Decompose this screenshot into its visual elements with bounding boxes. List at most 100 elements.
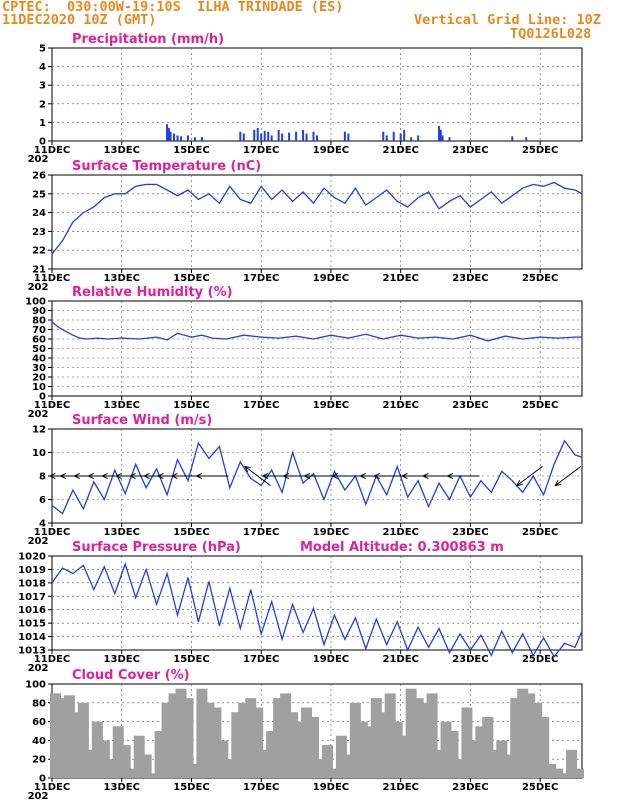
cloud-bar [440, 721, 452, 778]
panel-title: Surface Temperature (nC) [72, 159, 261, 174]
cloud-bar [328, 768, 340, 778]
x-tick-label: 21DEC [382, 782, 418, 793]
x-tick-label: 13DEC [104, 782, 140, 793]
cloud-bar [161, 702, 173, 778]
precip-bar [312, 131, 315, 141]
cloud-bar [112, 726, 124, 778]
cloud-bar [370, 698, 382, 778]
cloud-bar [503, 754, 515, 778]
x-tick-label: 19DEC [313, 145, 349, 156]
precip-bar [267, 131, 270, 141]
precip-bar [281, 133, 284, 141]
cloud-bar [182, 698, 194, 778]
x-tick-label: 13DEC [104, 527, 140, 538]
y-tick-label: 60 [32, 335, 46, 346]
cloud-bar [545, 763, 557, 778]
x-tick-label: 11DEC [34, 654, 70, 665]
x-tick-label: 23DEC [452, 400, 488, 411]
y-tick-label: 26 [32, 171, 46, 182]
cloud-bar [552, 768, 564, 778]
y-tick-label: 4 [39, 519, 46, 530]
cloud-bar [287, 712, 299, 778]
panel-title: Surface Pressure (hPa) [72, 540, 241, 555]
x-tick-label: 13DEC [104, 273, 140, 284]
panel-title: Relative Humidity (%) [72, 285, 233, 300]
plot-frame [51, 555, 583, 651]
cloud-bar [147, 773, 159, 778]
cloud-bar [412, 698, 424, 778]
wind-arrow-head [554, 480, 562, 487]
precip-bar [511, 136, 514, 141]
x-tick-label: 17DEC [243, 527, 279, 538]
precip-bar [399, 133, 402, 141]
y-tick-label: 22 [32, 246, 46, 257]
cloud-bar [573, 768, 585, 778]
precip-bar [167, 127, 170, 141]
x-tick-label: 23DEC [452, 527, 488, 538]
panel-surface-pressure: 1013 1014 1015 1016 1017 1018 1019 1020 11DEC 13D… [18, 540, 583, 674]
precip-bar [186, 135, 189, 141]
wind-arrow-head [421, 472, 429, 480]
series-line [51, 181, 583, 255]
x-tick-label: 11DEC [34, 400, 70, 411]
cloud-bar [210, 707, 222, 778]
y-tick-label: 90 [32, 306, 46, 317]
panel-title: Surface Wind (m/s) [72, 413, 212, 428]
y-tick-label: 0 [39, 392, 46, 403]
precip-bar [305, 133, 308, 141]
y-tick-label: 70 [32, 325, 46, 336]
x-tick-label: 25DEC [522, 654, 558, 665]
precip-bar [166, 124, 169, 141]
y-tick-label: 20 [32, 373, 46, 384]
year-label: 202 [28, 663, 49, 674]
y-tick-label: 1016 [18, 605, 46, 616]
precip-bar [242, 133, 245, 141]
cloud-bar [105, 759, 117, 778]
y-tick-label: 20 [32, 755, 46, 766]
precip-bar [193, 137, 196, 141]
y-tick-label: 1020 [18, 552, 46, 563]
wind-arrow-head [128, 472, 136, 480]
x-tick-label: 23DEC [452, 654, 488, 665]
x-tick-label: 11DEC [34, 273, 70, 284]
wind-arrow-head [115, 472, 122, 480]
x-tick-label: 25DEC [522, 527, 558, 538]
x-tick-label: 17DEC [243, 400, 279, 411]
wind-arrow-head [373, 472, 380, 480]
precip-bar [180, 136, 183, 141]
cloud-bar [482, 716, 494, 778]
y-tick-label: 2 [39, 99, 46, 110]
wind-arrow-head [359, 472, 366, 480]
precip-bar [417, 135, 420, 141]
precip-bar [448, 137, 451, 141]
cloud-bar [168, 693, 180, 778]
y-tick-label: 6 [39, 495, 46, 506]
wind-arrow-head [261, 472, 269, 480]
year-label: 202 [28, 154, 49, 165]
cloud-bar [77, 702, 89, 778]
panel-title: Cloud Cover (%) [72, 668, 190, 683]
cloud-bar [566, 749, 578, 778]
wind-arrow-head [244, 465, 251, 472]
precip-bar [253, 129, 256, 141]
cloud-bar [342, 754, 354, 778]
panel-precipitation: 0 1 2 3 4 5 11DEC 13DEC 15DEC 17DEC 19DEC 21DEC 23DE… [28, 32, 583, 165]
model-altitude: Model Altitude: 0.300863 m [300, 540, 504, 555]
precip-bar [200, 137, 203, 141]
x-tick-label: 11DEC [34, 145, 70, 156]
series-line [51, 562, 583, 658]
header-datetime: 11DEC2020 10Z (GMT) [2, 12, 157, 28]
cloud-bar [433, 749, 445, 778]
precip-bar [343, 131, 346, 141]
y-tick-label: 1018 [18, 578, 46, 589]
wind-arrow-head [48, 472, 56, 480]
x-tick-label: 23DEC [452, 273, 488, 284]
series-line [51, 321, 582, 342]
plot-frame [51, 47, 583, 142]
precip-bar [347, 133, 350, 141]
y-tick-label: 12 [32, 425, 46, 436]
x-tick-label: 21DEC [382, 400, 418, 411]
precip-bar [173, 133, 176, 141]
wind-arrow-head [331, 472, 339, 480]
x-tick-label: 25DEC [522, 145, 558, 156]
